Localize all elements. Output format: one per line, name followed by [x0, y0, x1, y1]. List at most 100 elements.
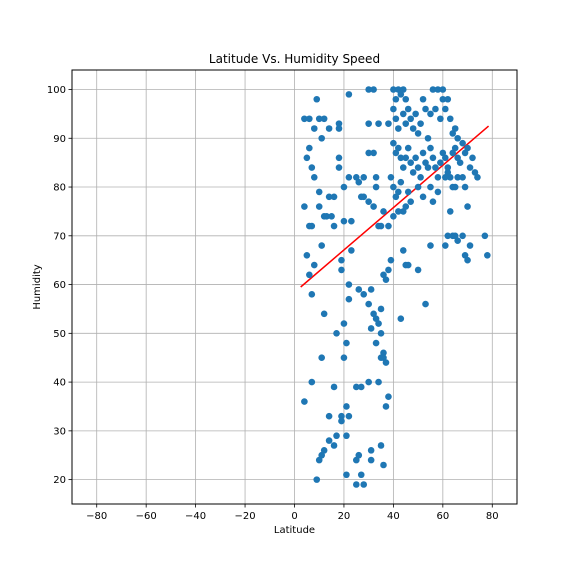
data-point [429, 154, 437, 162]
data-point [360, 173, 368, 181]
data-point [328, 212, 335, 220]
data-point [434, 173, 442, 181]
data-point [330, 222, 338, 230]
data-point [318, 134, 325, 142]
data-point [432, 164, 439, 171]
data-point [409, 125, 417, 132]
data-point [357, 193, 365, 201]
data-point [380, 349, 387, 357]
data-point [313, 95, 321, 103]
data-point [390, 183, 397, 191]
data-point [338, 266, 345, 274]
data-point [345, 173, 353, 181]
data-point [439, 86, 447, 93]
data-point [432, 105, 439, 113]
data-point [380, 208, 387, 215]
data-point [422, 300, 429, 308]
data-point [340, 354, 348, 362]
data-point [446, 208, 454, 215]
data-point [306, 271, 313, 279]
y-axis-ticks: 20 30 40 50 60 70 80 90 100 [47, 85, 72, 486]
data-point [308, 291, 316, 298]
data-point [464, 203, 471, 210]
data-point [340, 217, 348, 225]
data-point [377, 330, 385, 337]
data-point [335, 154, 343, 162]
data-point [318, 354, 325, 362]
x-tick-label: 60 [436, 511, 449, 522]
data-point [434, 86, 442, 93]
data-point [320, 115, 328, 123]
data-point [414, 266, 422, 274]
data-point [377, 354, 385, 362]
data-point [424, 134, 432, 142]
data-point [407, 159, 414, 166]
data-point [375, 320, 382, 327]
data-point [338, 256, 345, 264]
y-tick-label: 50 [53, 329, 66, 340]
data-point [481, 232, 489, 240]
data-point [310, 173, 318, 181]
data-point [333, 330, 340, 337]
data-point [444, 169, 452, 176]
data-point [442, 105, 449, 113]
data-point [365, 198, 372, 205]
data-point [367, 286, 375, 293]
data-point [313, 476, 321, 483]
data-point [429, 86, 437, 93]
data-point [419, 95, 427, 103]
data-point [343, 471, 350, 479]
data-point [385, 393, 392, 401]
data-point [306, 115, 313, 123]
data-point [399, 110, 407, 118]
data-point [444, 232, 452, 240]
data-point [449, 130, 457, 137]
data-point [323, 212, 330, 220]
data-point [365, 149, 372, 157]
data-point [372, 173, 380, 181]
data-point [474, 173, 481, 181]
data-point [451, 183, 459, 191]
y-tick-label: 90 [53, 134, 66, 145]
data-point [437, 115, 444, 123]
data-point [446, 115, 454, 123]
data-point [442, 242, 449, 249]
data-point [399, 164, 407, 171]
data-point [412, 110, 419, 118]
data-point [402, 120, 410, 127]
data-point [308, 222, 316, 230]
data-point [325, 412, 333, 420]
data-point [360, 481, 368, 488]
data-point [402, 95, 410, 103]
y-tick-label: 80 [53, 183, 66, 194]
data-point [377, 222, 385, 230]
data-point [306, 144, 313, 152]
data-point [315, 115, 323, 123]
data-point [385, 120, 392, 127]
data-point [459, 232, 466, 240]
data-point [345, 91, 353, 98]
data-point [385, 266, 392, 274]
data-point [375, 378, 382, 386]
data-point [370, 86, 377, 93]
data-point [310, 125, 318, 132]
data-point [367, 325, 375, 332]
data-point [355, 451, 363, 459]
data-point [365, 378, 372, 386]
data-point [353, 383, 360, 391]
data-point [365, 86, 372, 93]
data-point [325, 125, 333, 132]
data-point [365, 120, 372, 127]
data-point [409, 169, 417, 176]
data-point [345, 281, 353, 288]
x-tick-label: 80 [486, 511, 499, 522]
data-points [301, 86, 491, 488]
data-point [338, 417, 345, 425]
data-point [360, 291, 368, 298]
y-axis-label: Humidity [32, 264, 43, 309]
data-point [343, 403, 350, 410]
data-point [348, 247, 355, 254]
data-point [464, 256, 471, 264]
data-point [417, 120, 424, 127]
